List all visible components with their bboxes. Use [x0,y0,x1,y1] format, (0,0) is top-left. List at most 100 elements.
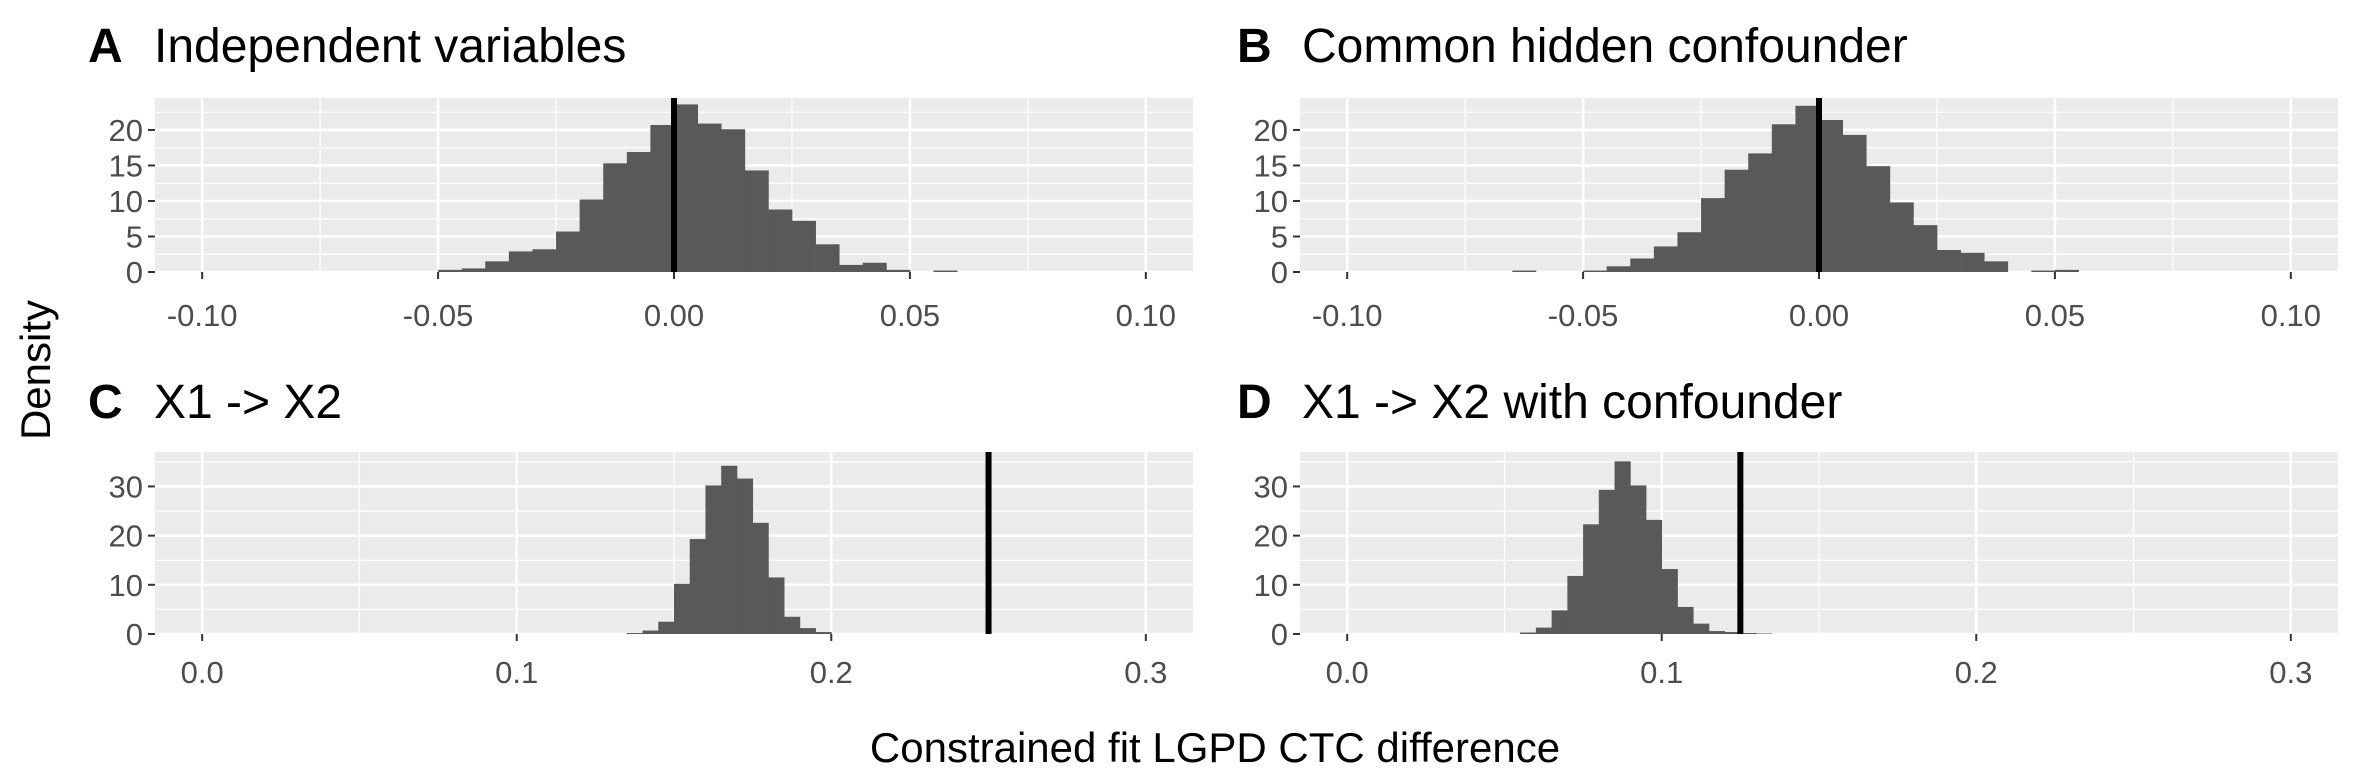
x-tick-label: 0.0 [181,655,224,690]
panel-title: Independent variables [154,20,626,73]
histogram-bar [721,465,738,634]
y-tick-label: 0 [126,255,143,290]
histogram-bar [1646,519,1663,634]
histogram-bar [768,577,785,634]
y-tick-label: 5 [1271,219,1288,254]
histogram-bar [508,251,533,272]
y-tick-label: 30 [1254,469,1288,504]
y-tick-label: 20 [109,519,143,554]
x-tick-label: 0.10 [2261,298,2321,333]
histogram-bar [556,231,581,272]
histogram-bar [1984,261,2009,272]
y-tick-label: 15 [1254,148,1288,183]
histogram-bar [689,539,706,634]
histogram-bar [1889,202,1914,272]
y-tick-label: 20 [1254,113,1288,148]
x-tick-label: 0.00 [1789,298,1849,333]
histogram-bar [1701,198,1726,272]
histogram-bar [1606,266,1631,272]
histogram-bar [1724,632,1741,634]
histogram-bar [933,270,958,272]
histogram-bar [1535,627,1553,634]
histogram-bar [705,485,722,634]
panel-tag: D [1237,376,1272,429]
histogram-bar [532,249,557,272]
x-tick-label: 0.3 [2269,655,2312,690]
histogram-bar [658,621,675,634]
histogram-bar [1512,270,1537,272]
histogram-bar [886,269,911,272]
panel-tag: B [1237,20,1272,73]
histogram-bar [721,129,746,272]
histogram-bar [1960,252,1985,272]
histogram-bar [862,262,887,272]
x-tick-label: -0.10 [167,298,238,333]
histogram-bar [1842,134,1867,272]
histogram-bar [1795,105,1820,272]
x-tick-label: 0.0 [1326,655,1369,690]
histogram-bar [1819,120,1843,272]
histogram-bar [603,163,628,272]
histogram-bar [1583,524,1600,634]
histogram-bar [1866,166,1891,272]
y-tick-label: 10 [109,184,143,219]
histogram-bar [1520,632,1537,634]
histogram-bar [1583,270,1608,272]
x-tick-label: 0.1 [1640,655,1683,690]
panel-tag: A [88,20,123,73]
x-tick-label: 0.05 [2025,298,2085,333]
histogram-bar [1771,124,1796,272]
histogram-bar [1724,169,1749,272]
histogram-bar [1630,258,1655,272]
y-tick-label: 10 [1254,184,1288,219]
y-tick-label: 5 [126,219,143,254]
histogram-bar [1630,485,1647,634]
histogram-bar [674,583,691,634]
histogram-bar [1567,575,1584,634]
histogram-bar [2054,269,2079,272]
x-tick-label: 0.2 [810,655,853,690]
histogram-bar [579,199,604,272]
histogram-bar [839,264,864,272]
histogram-bar [1913,225,1938,272]
y-tick-label: 0 [126,617,143,652]
histogram-bar [461,268,486,272]
histogram-bar [736,478,754,634]
histogram-bar [1740,633,1757,634]
histogram-bar [1693,623,1710,634]
histogram-bar [650,124,675,272]
histogram-bar [752,522,769,634]
panel-c: 0.0 0.1 0.2 0.3 0 10 20 30 C X1 -> X2 [88,376,1193,690]
panel-d: 0.0 0.1 0.2 0.3 0 10 20 30 D X1 -> X2 with confou… [1237,376,2338,690]
panel-title: Common hidden confounder [1302,20,1908,73]
histogram-bar [438,269,463,272]
histogram-bar [1661,569,1678,634]
y-tick-label: 10 [109,568,143,603]
histogram-bar [1551,610,1568,634]
histogram-bar [799,628,816,634]
histogram-bar [815,244,840,272]
x-tick-label: -0.05 [1548,298,1619,333]
panel-title: X1 -> X2 with confounder [1302,376,1842,429]
histogram-bar [784,616,801,634]
histogram-bar [1653,246,1678,272]
histogram-bar [485,261,510,272]
x-tick-label: 0.05 [880,298,940,333]
panel-title: X1 -> X2 [154,376,342,429]
y-tick-label: 30 [109,469,143,504]
x-tick-label: -0.10 [1312,298,1383,333]
histogram-bar [768,209,793,272]
y-tick-label: 10 [1254,568,1288,603]
y-tick-label: 15 [109,148,143,183]
histogram-bar [791,220,816,272]
histogram-bar [697,123,722,272]
y-axis-title: Density [12,300,59,440]
histogram-bar [1598,489,1615,634]
x-tick-label: 0.00 [644,298,704,333]
panel-tag: C [88,376,123,429]
x-tick-label: 0.3 [1124,655,1167,690]
histogram-bar [1708,631,1726,634]
histogram-bar [642,630,659,634]
